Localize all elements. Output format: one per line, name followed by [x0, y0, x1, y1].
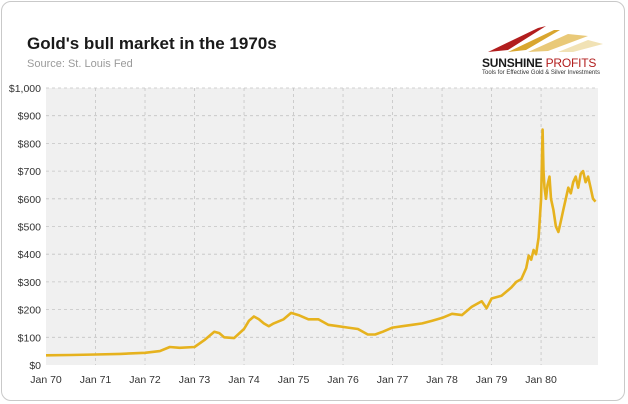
x-tick-label: Jan 76: [327, 374, 359, 386]
x-tick-label: Jan 72: [129, 374, 161, 386]
y-axis-ticks: $0 $100 $200 $300 $400 $500 $600 $700 $800 $900 $1…: [9, 83, 41, 372]
y-tick-label: $200: [18, 305, 42, 317]
logo-swoosh-icon: [488, 26, 603, 52]
x-tick-label: Jan 78: [426, 374, 458, 386]
y-tick-label: $400: [18, 249, 42, 261]
logo-name: SUNSHINE PROFITS: [482, 56, 596, 70]
logo-tagline: Tools for Effective Gold & Silver Invest…: [482, 70, 600, 76]
series-line-gold-price: [45, 128, 597, 357]
y-tick-label: $600: [18, 194, 42, 206]
y-tick-label: $100: [18, 332, 42, 344]
chart-source: Source: St. Louis Fed: [27, 58, 133, 70]
logo-name-part1: SUNSHINE: [482, 56, 543, 70]
chart-title: Gold's bull market in the 1970s: [27, 34, 277, 53]
y-tick-label: $700: [18, 166, 42, 178]
y-tick-label: $800: [18, 138, 42, 150]
x-tick-label: Jan 80: [525, 374, 557, 386]
sunshine-profits-logo: SUNSHINE PROFITS Tools for Effective Gol…: [468, 22, 608, 80]
x-tick-label: Jan 74: [228, 374, 260, 386]
y-tick-label: $500: [18, 222, 42, 234]
x-axis-ticks: Jan 70 Jan 71 Jan 72 Jan 73 Jan 74 Jan 75 Jan …: [30, 374, 557, 386]
x-tick-label: Jan 73: [179, 374, 211, 386]
x-tick-label: Jan 79: [476, 374, 508, 386]
y-tick-label: $1,000: [9, 83, 41, 95]
x-tick-label: Jan 71: [80, 374, 112, 386]
y-tick-label: $300: [18, 277, 42, 289]
y-tick-label: $900: [18, 111, 42, 123]
y-tick-label: $0: [29, 360, 41, 372]
x-tick-label: Jan 75: [278, 374, 310, 386]
x-tick-label: Jan 77: [377, 374, 409, 386]
logo-name-part2: PROFITS: [545, 56, 597, 70]
x-tick-label: Jan 70: [30, 374, 62, 386]
